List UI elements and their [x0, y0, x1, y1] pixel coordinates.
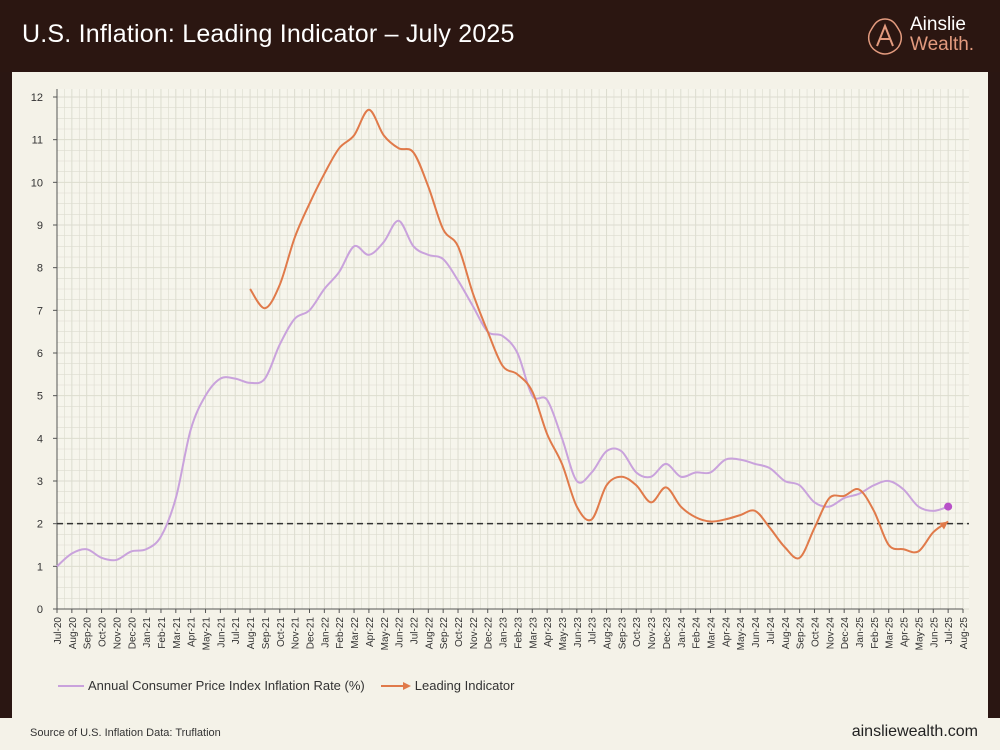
x-tick-label: Jul-25 — [944, 617, 955, 645]
x-tick-label: Jun-24 — [751, 617, 762, 648]
x-tick-label: Mar-24 — [707, 617, 718, 649]
x-tick-label: Oct-23 — [632, 617, 643, 647]
x-tick-label: Mar-23 — [528, 617, 539, 649]
x-tick-label: Jul-22 — [409, 617, 420, 645]
x-tick-label: Dec-23 — [662, 617, 673, 650]
x-tick-label: May-24 — [736, 617, 747, 651]
y-tick-label: 9 — [37, 220, 43, 232]
ainslie-wealth-logo: Ainslie Wealth. — [866, 14, 986, 58]
legend-item-leading: Leading Indicator — [380, 678, 515, 693]
x-tick-label: Apr-22 — [365, 617, 376, 647]
legend-label-cpi: Annual Consumer Price Index Inflation Ra… — [88, 678, 365, 693]
plot-area — [57, 89, 969, 609]
x-tick-label: Jul-20 — [53, 617, 64, 645]
x-tick-label: Jan-24 — [677, 617, 688, 648]
leading-indicator-series-line — [249, 108, 949, 560]
x-tick-label: Aug-22 — [424, 617, 435, 650]
x-tick-label: Sep-21 — [261, 617, 272, 650]
x-tick-label: Apr-23 — [543, 617, 554, 647]
x-tick-label: Jun-21 — [216, 617, 227, 648]
x-tick-label: Apr-21 — [187, 617, 198, 647]
x-tick-label: Jul-23 — [588, 617, 599, 645]
x-tick-label: Mar-25 — [885, 617, 896, 649]
x-tick-label: May-25 — [914, 617, 925, 651]
x-tick-label: Sep-23 — [617, 617, 628, 650]
x-tick-label: Feb-23 — [513, 617, 524, 649]
x-tick-label: Sep-22 — [439, 617, 450, 650]
x-tick-label: Jan-25 — [855, 617, 866, 648]
x-tick-label: Oct-21 — [276, 617, 287, 647]
x-tick-label: Sep-24 — [796, 617, 807, 650]
x-tick-label: May-23 — [558, 617, 569, 651]
y-tick-label: 7 — [37, 305, 43, 317]
x-tick-label: Aug-20 — [68, 617, 79, 650]
x-tick-label: Feb-24 — [692, 617, 703, 649]
x-tick-label: Dec-22 — [484, 617, 495, 650]
legend-item-cpi: Annual Consumer Price Index Inflation Ra… — [58, 678, 365, 693]
x-tick-label: Dec-21 — [305, 617, 316, 650]
leading-arrow-marker — [939, 521, 949, 530]
x-tick-label: Sep-20 — [83, 617, 94, 650]
y-tick-label: 5 — [37, 391, 43, 403]
x-tick-label: Jan-22 — [320, 617, 331, 648]
page-title: U.S. Inflation: Leading Indicator – July… — [22, 20, 515, 48]
y-tick-label: 3 — [37, 476, 43, 488]
x-tick-label: Apr-25 — [900, 617, 911, 647]
legend: Annual Consumer Price Index Inflation Ra… — [58, 678, 515, 693]
x-tick-label: Jun-22 — [395, 617, 406, 648]
x-tick-label: Jun-25 — [929, 617, 940, 648]
x-tick-label: Nov-21 — [291, 617, 302, 650]
legend-label-leading: Leading Indicator — [414, 678, 515, 693]
x-tick-label: Apr-24 — [721, 617, 732, 647]
website-link[interactable]: ainsliewealth.com — [851, 723, 978, 740]
x-tick-label: Mar-21 — [172, 617, 183, 649]
x-tick-label: Mar-22 — [350, 617, 361, 649]
y-tick-label: 2 — [37, 519, 43, 531]
x-tick-label: Jul-21 — [231, 617, 242, 645]
x-tick-label: Jul-24 — [766, 617, 777, 645]
header: U.S. Inflation: Leading Indicator – July… — [0, 0, 1000, 72]
x-tick-label: Oct-22 — [454, 617, 465, 647]
y-tick-label: 12 — [31, 92, 43, 104]
logo-text-line1: Ainslie — [910, 14, 966, 35]
x-tick-label: Nov-20 — [112, 617, 123, 650]
x-tick-label: Aug-25 — [959, 617, 970, 650]
y-tick-label: 8 — [37, 263, 43, 275]
x-tick-label: Oct-24 — [810, 617, 821, 647]
x-tick-label: Jan-21 — [142, 617, 153, 648]
x-tick-label: Aug-24 — [781, 617, 792, 650]
x-tick-label: May-22 — [380, 617, 391, 651]
x-tick-label: May-21 — [202, 617, 213, 651]
x-tick-label: Jan-23 — [499, 617, 510, 648]
x-tick-label: Nov-22 — [469, 617, 480, 650]
logo-text-line2: Wealth. — [910, 34, 975, 55]
legend-line-cpi-icon — [58, 684, 84, 687]
x-tick-label: Aug-21 — [246, 617, 257, 650]
legend-arrow-leading-icon — [380, 681, 411, 690]
x-tick-label: Nov-24 — [825, 617, 836, 650]
source-note: Source of U.S. Inflation Data: Truflatio… — [30, 727, 221, 739]
y-tick-label: 6 — [37, 348, 43, 360]
x-tick-label: Nov-23 — [647, 617, 658, 650]
y-tick-label: 11 — [32, 135, 43, 147]
cpi-endpoint-marker — [944, 502, 953, 511]
x-tick-label: Aug-23 — [603, 617, 614, 650]
y-tick-label: 0 — [37, 604, 43, 616]
y-tick-label: 1 — [37, 561, 43, 573]
footer: Source of U.S. Inflation Data: Truflatio… — [0, 718, 1000, 750]
x-tick-label: Dec-20 — [127, 617, 138, 650]
x-tick-label: Feb-21 — [157, 617, 168, 649]
x-tick-label: Dec-24 — [840, 617, 851, 650]
x-tick-label: Feb-25 — [870, 617, 881, 649]
logo-a-icon — [867, 18, 903, 55]
x-tick-label: Feb-22 — [335, 617, 346, 649]
y-tick-label: 10 — [31, 177, 43, 189]
x-tick-label: Oct-20 — [98, 617, 109, 647]
x-tick-label: Jun-23 — [573, 617, 584, 648]
y-tick-label: 4 — [37, 433, 43, 445]
